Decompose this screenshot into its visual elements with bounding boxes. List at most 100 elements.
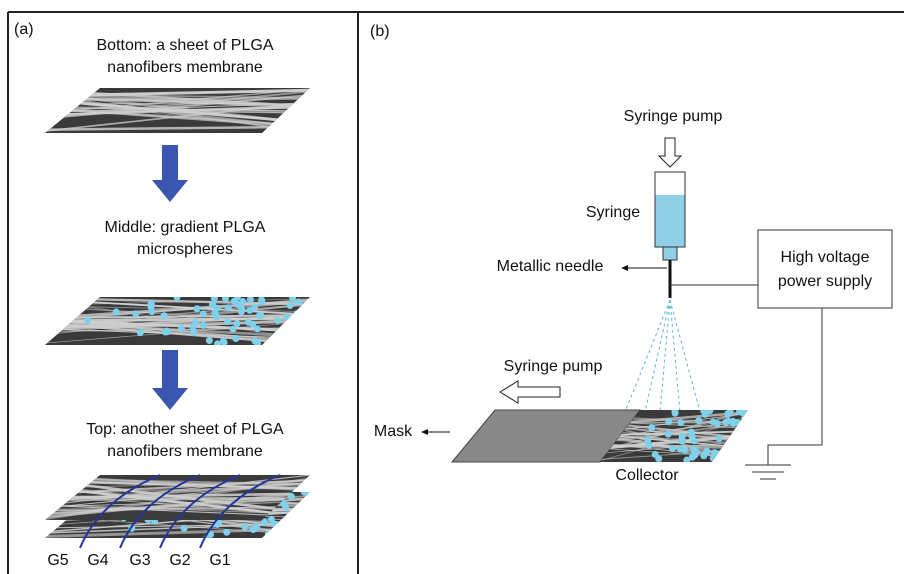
microsphere <box>736 408 743 415</box>
panel-label: (a) <box>14 21 34 38</box>
grade-label: G5 <box>47 552 68 569</box>
step-text: microspheres <box>137 241 233 258</box>
microsphere <box>706 407 713 414</box>
microsphere <box>200 310 207 317</box>
microsphere <box>712 453 719 460</box>
microsphere <box>714 420 721 427</box>
microsphere <box>283 313 290 320</box>
microsphere <box>738 438 745 445</box>
microsphere <box>258 297 265 304</box>
microsphere <box>232 335 239 342</box>
microsphere <box>739 446 746 453</box>
microsphere <box>287 302 294 309</box>
microsphere <box>268 516 275 523</box>
microsphere <box>288 532 295 539</box>
microsphere <box>716 435 723 442</box>
component-label: Syringe <box>586 204 640 221</box>
microsphere <box>739 448 746 455</box>
microsphere <box>209 301 216 308</box>
microsphere <box>652 451 659 458</box>
microsphere <box>192 319 199 326</box>
microsphere <box>742 412 749 419</box>
microsphere <box>727 408 734 415</box>
component-label: Mask <box>374 423 413 440</box>
microsphere <box>194 305 201 312</box>
microsphere <box>719 449 726 456</box>
microsphere <box>681 447 688 454</box>
microsphere <box>722 419 729 426</box>
grade-label: G1 <box>209 552 230 569</box>
microsphere <box>731 441 738 448</box>
microsphere <box>200 322 207 329</box>
microsphere <box>302 323 309 330</box>
microsphere <box>744 429 751 436</box>
component-label: Syringe pump <box>504 358 603 375</box>
microsphere <box>295 299 302 306</box>
microsphere <box>734 436 741 443</box>
microsphere <box>276 528 283 535</box>
microsphere <box>214 340 221 347</box>
microsphere <box>251 304 258 311</box>
microsphere <box>289 330 296 337</box>
microsphere <box>648 424 655 431</box>
microsphere <box>301 502 308 509</box>
microsphere <box>304 534 311 541</box>
microsphere <box>672 410 679 417</box>
microsphere <box>296 522 303 529</box>
component-label: Syringe pump <box>624 108 723 125</box>
microsphere <box>272 529 279 536</box>
sheet <box>45 294 310 349</box>
microsphere <box>665 418 672 425</box>
component-label: power supply <box>778 273 872 290</box>
microsphere <box>273 521 280 528</box>
microsphere <box>274 317 281 324</box>
microsphere <box>229 326 236 333</box>
spray <box>625 300 700 412</box>
microsphere <box>245 319 252 326</box>
step-text: Bottom: a sheet of PLGA <box>97 37 274 54</box>
microsphere <box>257 312 264 319</box>
microsphere <box>743 431 750 438</box>
microsphere <box>148 308 155 315</box>
step-text: Middle: gradient PLGA <box>105 219 266 236</box>
microsphere <box>693 448 700 455</box>
step-text: nanofibers membrane <box>107 443 263 460</box>
microsphere <box>695 417 702 424</box>
microsphere <box>738 431 745 438</box>
microsphere <box>251 337 258 344</box>
step-text: Top: another sheet of PLGA <box>86 421 284 438</box>
pump-arrow <box>659 138 681 167</box>
microsphere <box>211 310 218 317</box>
microsphere <box>665 431 672 438</box>
microsphere <box>286 329 293 336</box>
component-label: High voltage <box>781 249 870 266</box>
microsphere <box>700 452 707 459</box>
microsphere <box>148 300 155 307</box>
microsphere <box>173 294 180 301</box>
microsphere <box>742 437 749 444</box>
microsphere <box>731 440 738 447</box>
microsphere <box>734 445 741 452</box>
component-label: Metallic needle <box>497 258 604 275</box>
syringe-tip <box>663 247 677 260</box>
microsphere <box>234 294 241 301</box>
microsphere <box>254 325 261 332</box>
component-label: Collector <box>615 467 679 484</box>
microsphere <box>181 525 188 532</box>
microsphere <box>737 449 744 456</box>
fiber <box>45 99 310 100</box>
microsphere <box>294 310 301 317</box>
pump-arrow <box>500 381 560 403</box>
grade-label: G2 <box>169 552 190 569</box>
microsphere <box>241 523 248 530</box>
spray-line <box>670 300 680 412</box>
microsphere <box>691 437 698 444</box>
microsphere <box>293 339 300 346</box>
microsphere <box>297 323 304 330</box>
microsphere <box>743 426 750 433</box>
microsphere <box>178 325 185 332</box>
microsphere <box>206 337 213 344</box>
grade-label: G3 <box>129 552 150 569</box>
arrow <box>152 145 188 202</box>
microsphere <box>281 501 288 508</box>
